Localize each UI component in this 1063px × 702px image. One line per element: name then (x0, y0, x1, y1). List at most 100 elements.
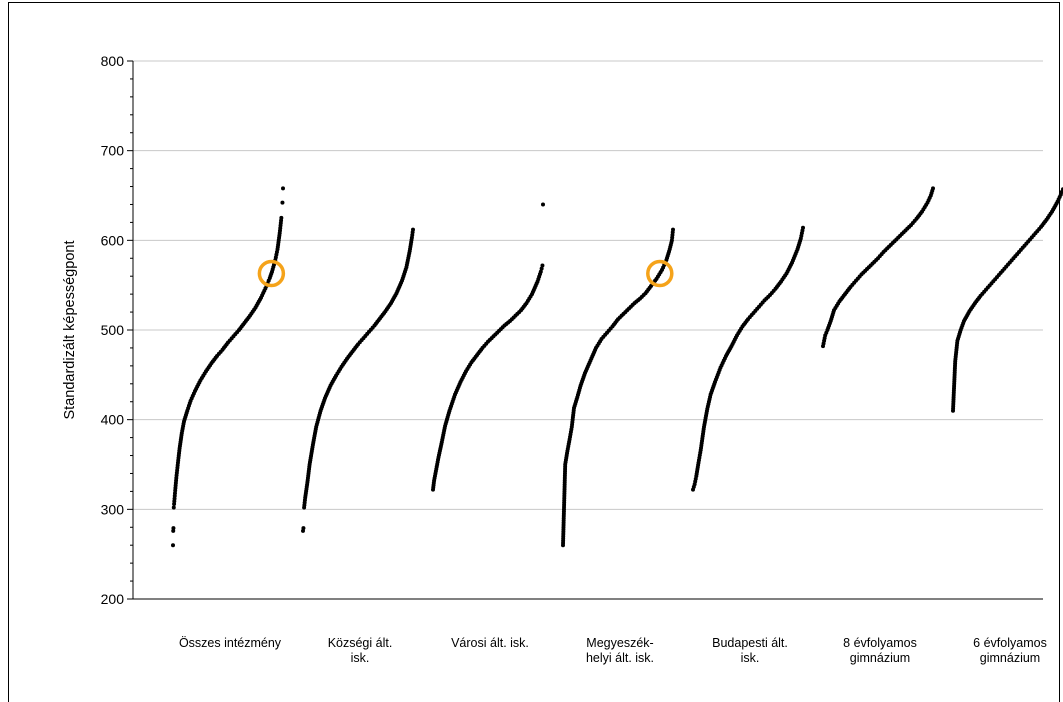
data-point (473, 354, 478, 359)
data-point (1020, 245, 1025, 250)
data-point (647, 285, 652, 290)
data-point (760, 300, 765, 305)
category-label: Városi ált. isk. (451, 636, 529, 650)
data-point (924, 202, 929, 207)
data-point (202, 371, 207, 376)
data-point (506, 320, 511, 325)
data-point (537, 272, 542, 277)
data-point (495, 330, 500, 335)
data-point (263, 286, 268, 291)
data-point (567, 439, 572, 444)
category-label: helyi ált. isk. (586, 651, 654, 665)
data-point (534, 281, 539, 286)
data-point (184, 410, 189, 415)
data-point (1048, 211, 1053, 216)
data-point (322, 398, 327, 403)
data-point (540, 263, 545, 268)
data-point (953, 361, 958, 366)
data-point (1015, 252, 1020, 257)
data-point (879, 252, 884, 257)
category-label: isk. (351, 651, 370, 665)
data-point (489, 336, 494, 341)
category-label: 6 évfolyamos (973, 636, 1047, 650)
data-point (625, 308, 630, 313)
data-point (987, 283, 992, 288)
data-point (836, 301, 841, 306)
data-point (669, 240, 674, 245)
y-tick-label: 400 (101, 412, 125, 428)
data-point (728, 346, 733, 351)
data-point (958, 330, 963, 335)
data-point (382, 310, 387, 315)
data-point (403, 267, 408, 272)
data-points (171, 186, 1063, 548)
data-point (433, 469, 438, 474)
data-point (755, 306, 760, 311)
y-tick-label: 500 (101, 322, 125, 338)
category-label: Összes intézmény (179, 636, 282, 650)
data-point (235, 330, 240, 335)
data-point (827, 321, 832, 326)
data-point (1054, 201, 1059, 206)
chart-frame (8, 2, 1060, 702)
data-point (749, 313, 754, 318)
data-point (177, 448, 182, 453)
data-point (603, 332, 608, 337)
y-axis (127, 60, 1043, 600)
data-point (410, 230, 415, 235)
data-point (343, 358, 348, 363)
data-point (1059, 189, 1063, 194)
gridlines (133, 60, 1043, 510)
data-point (310, 444, 315, 449)
category-label: gimnázium (980, 651, 1040, 665)
data-point (213, 355, 218, 360)
data-point (766, 294, 771, 299)
data-point (977, 295, 982, 300)
category-label: Községi ált. (328, 636, 393, 650)
data-point (181, 421, 186, 426)
data-point (517, 310, 522, 315)
data-point (376, 318, 381, 323)
data-point (439, 442, 444, 447)
data-point (479, 347, 484, 352)
data-point (563, 464, 568, 469)
data-point (587, 360, 592, 365)
data-point (436, 457, 441, 462)
data-point (593, 348, 598, 353)
data-point (798, 238, 803, 243)
data-point (577, 385, 582, 390)
data-point (693, 476, 698, 481)
data-point (208, 363, 213, 368)
data-point (783, 273, 788, 278)
data-point (868, 263, 873, 268)
highlight-circle (257, 259, 286, 288)
data-point (462, 371, 467, 376)
data-point (224, 342, 229, 347)
data-point (407, 251, 412, 256)
y-tick-labels: 200 300 400 500 600 700 800 (101, 53, 125, 607)
data-point (722, 356, 727, 361)
data-point (1026, 239, 1031, 244)
data-point (252, 307, 257, 312)
data-point (885, 246, 890, 251)
data-point (847, 286, 852, 291)
data-point (442, 426, 447, 431)
data-point (279, 218, 284, 223)
data-point (365, 331, 370, 336)
data-point (539, 266, 544, 271)
data-point (918, 211, 923, 216)
data-point (171, 526, 176, 531)
data-point (927, 195, 932, 200)
data-point (266, 278, 271, 283)
data-point (670, 230, 675, 235)
y-tick-label: 600 (101, 232, 125, 248)
data-point (338, 367, 343, 371)
data-point (667, 249, 672, 254)
data-point (393, 293, 398, 298)
data-point (744, 319, 749, 324)
data-point (399, 280, 404, 285)
data-point (641, 293, 646, 298)
data-point (500, 325, 505, 330)
category-label: isk. (741, 651, 760, 665)
